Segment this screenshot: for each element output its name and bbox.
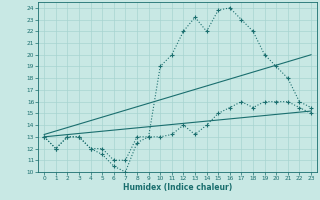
X-axis label: Humidex (Indice chaleur): Humidex (Indice chaleur): [123, 183, 232, 192]
